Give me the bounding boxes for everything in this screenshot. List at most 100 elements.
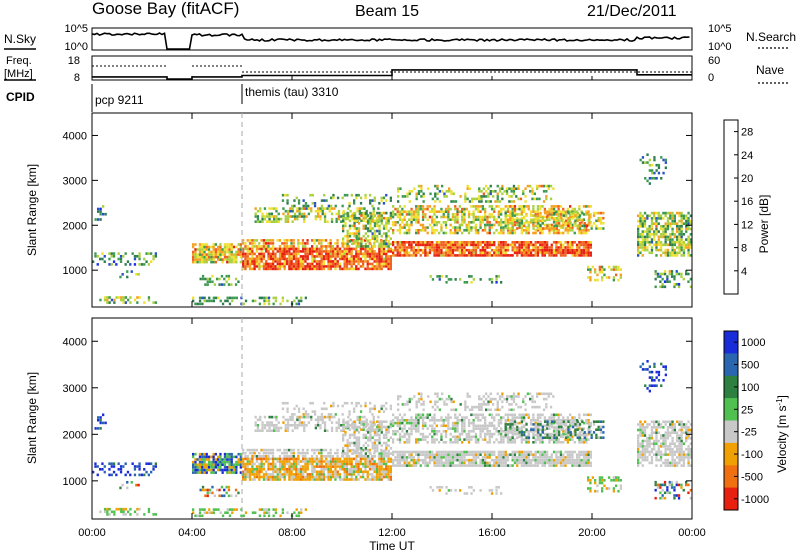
velocity-cell (369, 428, 372, 431)
velocity-cell (479, 461, 482, 465)
power-cell (508, 200, 511, 203)
power-cell (428, 223, 432, 227)
power-cell (502, 229, 505, 232)
power-cell (417, 190, 421, 193)
power-cell (445, 190, 448, 193)
power-cell (678, 230, 681, 233)
power-cell (456, 254, 459, 257)
velocity-cell (198, 468, 202, 472)
power-cell (578, 243, 581, 247)
power-cell (555, 241, 558, 244)
power-cell (447, 215, 450, 219)
power-cell (639, 246, 642, 249)
power-cell (534, 219, 537, 223)
power-cell (682, 254, 686, 257)
velocity-cell (306, 462, 309, 466)
velocity-cell (205, 466, 208, 469)
power-cell (246, 257, 249, 261)
velocity-cell (351, 421, 354, 424)
velocity-cell (364, 478, 367, 481)
power-cell (440, 243, 443, 247)
power-cell (329, 260, 332, 263)
velocity-cell (248, 460, 252, 463)
power-cell (594, 268, 597, 271)
power-cell (373, 214, 377, 217)
power-cell (580, 221, 583, 224)
velocity-cell (325, 465, 328, 468)
power-cell (297, 202, 301, 205)
velocity-cell (321, 421, 324, 424)
power-cell (341, 252, 344, 256)
power-cell (689, 238, 692, 241)
velocity-cell (251, 460, 254, 463)
power-cell (662, 251, 665, 255)
velocity-cell (296, 426, 299, 430)
velocity-cell (486, 450, 489, 454)
power-cell (555, 216, 558, 220)
power-cell (260, 260, 263, 263)
power-cell (351, 212, 354, 216)
power-cell (194, 250, 197, 254)
power-cell (489, 190, 492, 193)
velocity-cell (273, 426, 276, 430)
power-cell (385, 237, 388, 240)
velocity-cell (527, 461, 530, 465)
velocity-cell (378, 455, 381, 458)
power-cell (560, 216, 563, 220)
velocity-cell (387, 465, 390, 468)
power-cell (242, 302, 245, 306)
velocity-cell (295, 478, 298, 481)
power-cell (262, 267, 266, 271)
power-cell (396, 213, 399, 216)
velocity-cell (227, 494, 231, 498)
velocity-cell (500, 453, 503, 456)
velocity-cell (378, 452, 381, 455)
velocity-cell (362, 428, 365, 431)
power-cell (666, 235, 670, 239)
velocity-cell (313, 460, 316, 463)
velocity-cell (267, 508, 271, 511)
velocity-cell (387, 425, 390, 429)
velocity-cell (221, 458, 224, 461)
velocity-cell (323, 424, 327, 427)
velocity-cell (396, 453, 399, 456)
power-cell (497, 275, 500, 278)
power-cell (452, 192, 455, 196)
power-cell (525, 227, 528, 230)
velocity-cell (371, 457, 374, 461)
power-cell (433, 246, 436, 249)
power-cell (438, 243, 441, 247)
power-cell (493, 215, 496, 219)
power-cell (656, 272, 660, 276)
power-cell (670, 270, 674, 273)
velocity-cell (511, 458, 514, 462)
power-cell (442, 241, 445, 244)
velocity-cell (380, 462, 383, 466)
power-cell (474, 248, 478, 252)
power-cell (509, 210, 512, 213)
power-cell (242, 265, 245, 268)
power-cell (108, 301, 111, 304)
power-cell (299, 267, 302, 271)
velocity-cell (376, 449, 379, 453)
power-cell (385, 265, 388, 268)
power-cell (288, 267, 291, 271)
velocity-cell (103, 465, 106, 468)
power-cell (297, 242, 300, 245)
velocity-cell (355, 467, 358, 471)
power-cell (534, 210, 537, 213)
velocity-cell (251, 511, 255, 514)
power-cell (124, 263, 127, 266)
power-cell (230, 248, 233, 251)
velocity-cell (323, 429, 327, 432)
velocity-cell (357, 462, 360, 466)
power-cell (678, 243, 681, 247)
power-cell (639, 219, 642, 223)
velocity-cell (246, 460, 249, 463)
power-cell (268, 220, 271, 223)
power-cell (472, 241, 475, 244)
power-cell (230, 253, 233, 256)
power-cell (290, 255, 293, 258)
velocity-cell (295, 457, 298, 461)
power-cell (322, 255, 326, 258)
